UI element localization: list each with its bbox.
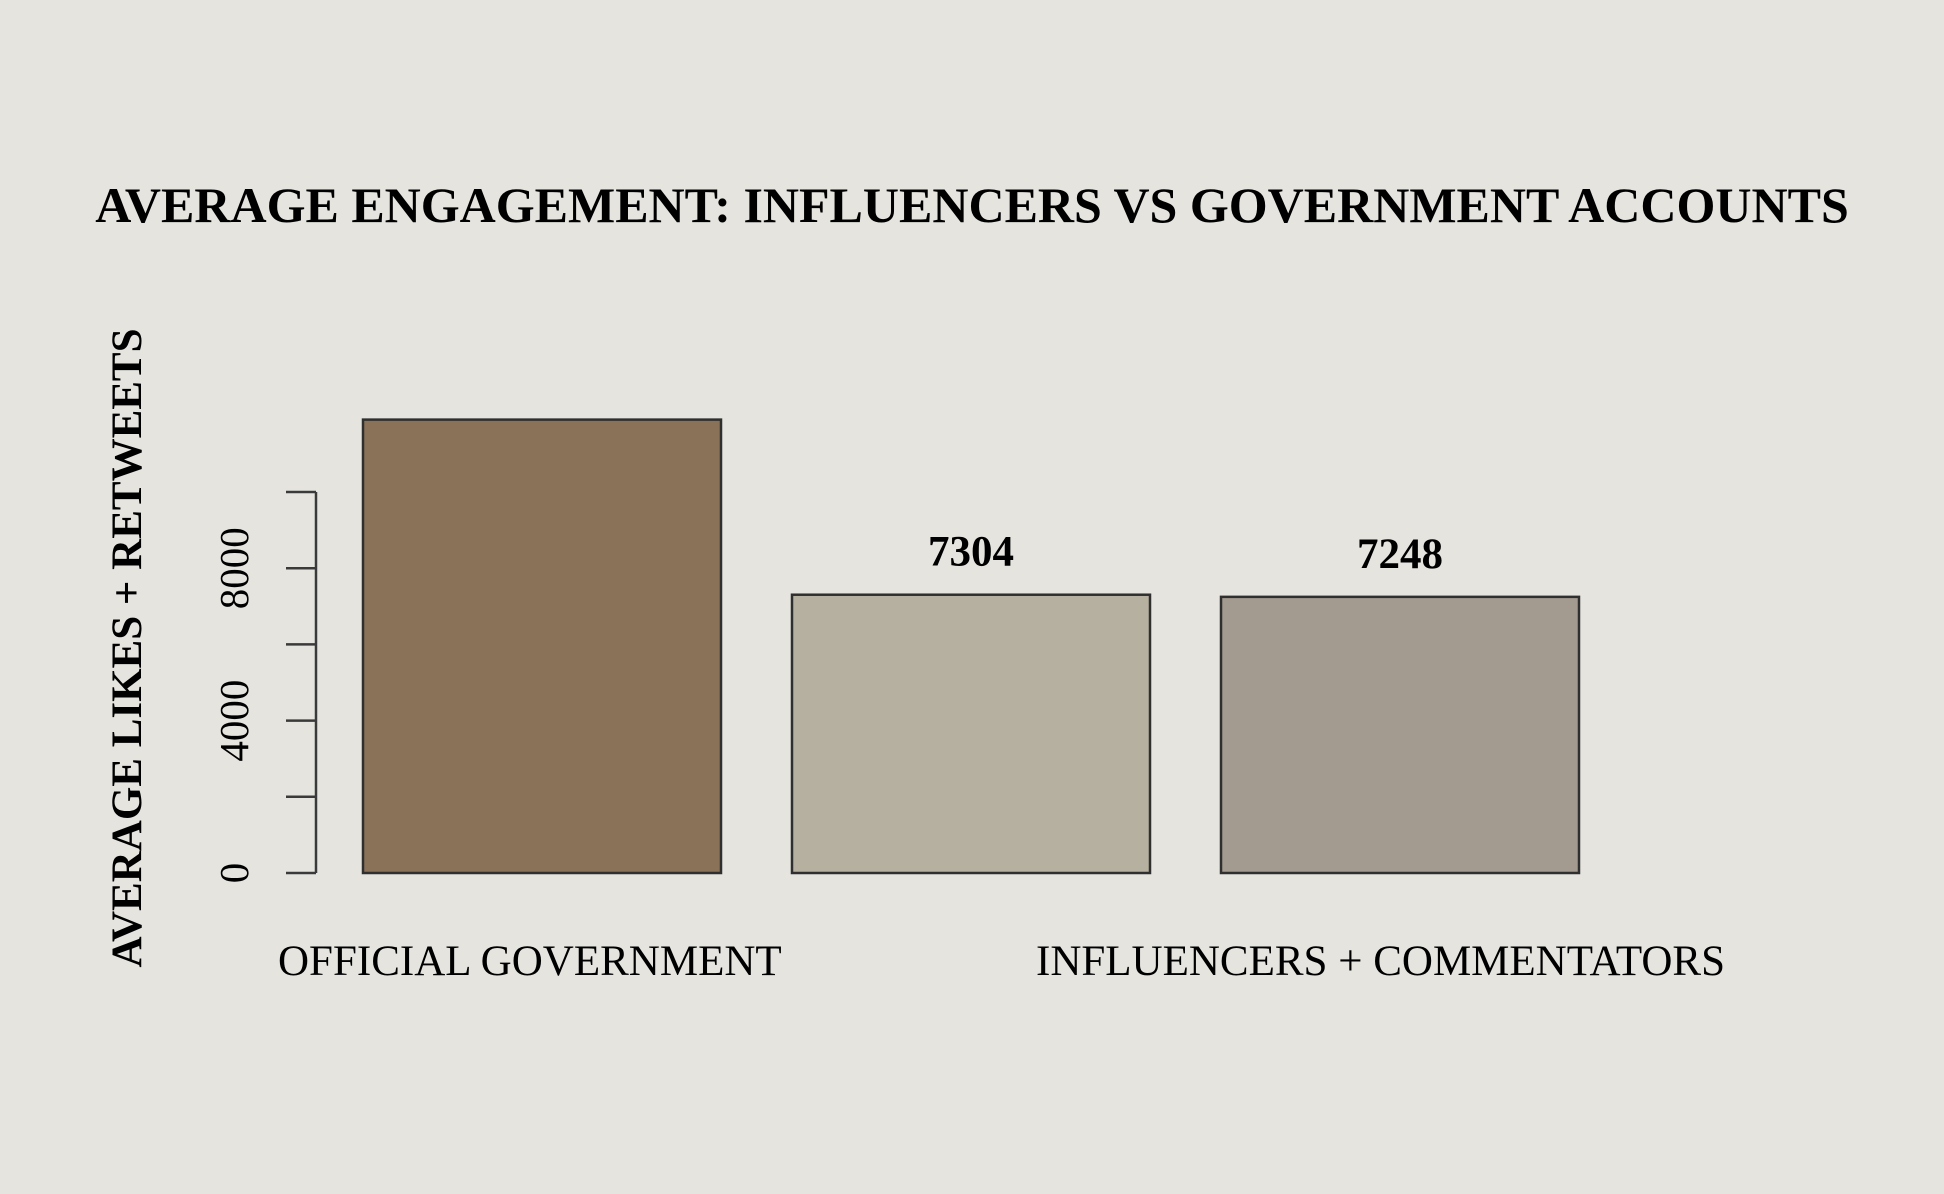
category-label: OFFICIAL GOVERNMENT — [278, 938, 782, 985]
y-tick-label: 4000 — [211, 680, 257, 762]
bar-value-label: 7304 — [928, 529, 1014, 576]
bar-2 — [790, 593, 1152, 875]
y-tick-label: 0 — [211, 863, 257, 884]
bars-group — [361, 418, 1581, 875]
bar-value-label: 7248 — [1357, 531, 1443, 578]
y-axis-label: AVERAGE LIKES + RETWEETS — [104, 328, 151, 967]
y-tick-label: 8000 — [211, 527, 257, 609]
category-label: INFLUENCERS + COMMENTATORS — [1036, 938, 1725, 985]
y-axis: 0 4000 8000 — [211, 490, 318, 884]
bar-3 — [1219, 595, 1581, 875]
value-labels-group: 7304 7248 — [928, 529, 1443, 578]
category-labels-group: OFFICIAL GOVERNMENT INFLUENCERS + COMMENT… — [278, 938, 1725, 985]
bar-1 — [361, 418, 723, 875]
chart-title: AVERAGE ENGAGEMENT: INFLUENCERS VS GOVER… — [95, 177, 1849, 233]
